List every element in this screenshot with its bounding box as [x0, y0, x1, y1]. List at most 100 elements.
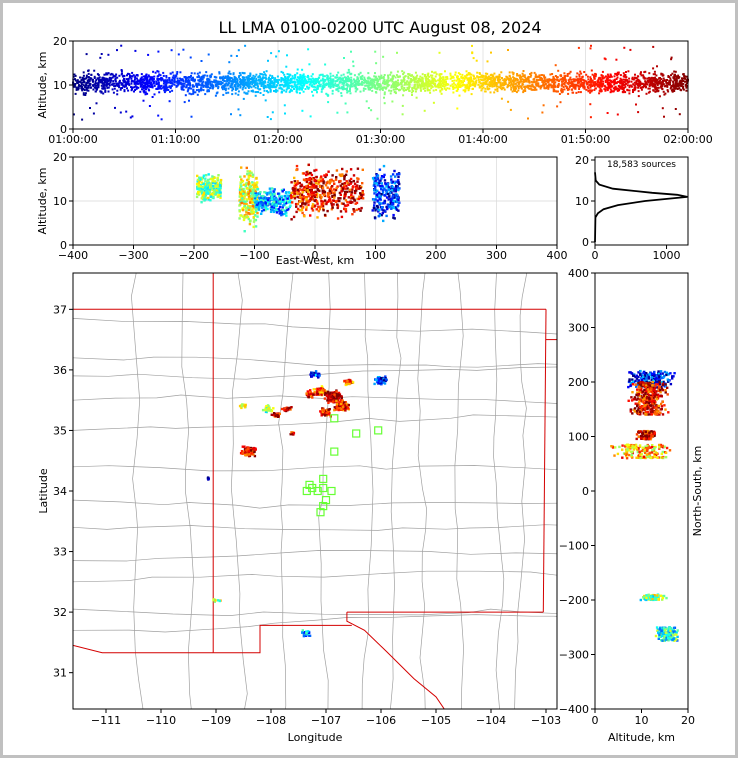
source-point	[457, 72, 460, 75]
source-point	[500, 88, 503, 91]
source-point	[149, 85, 152, 88]
source-point	[493, 81, 496, 84]
source-point	[247, 85, 250, 88]
source-point	[319, 83, 322, 86]
source-point	[456, 78, 459, 80]
source-point	[156, 70, 159, 73]
source-point	[492, 75, 495, 78]
source-point	[256, 188, 260, 191]
source-point	[75, 86, 78, 89]
source-point	[152, 70, 155, 73]
source-point	[291, 75, 294, 78]
source-point	[622, 78, 625, 81]
source-point	[247, 177, 250, 180]
source-point	[439, 84, 442, 87]
source-point	[314, 86, 317, 89]
source-point	[386, 85, 389, 88]
source-point	[632, 91, 634, 93]
source-point	[269, 190, 272, 193]
source-point	[481, 79, 483, 82]
source-point	[340, 202, 344, 205]
source-point	[472, 82, 475, 85]
source-point	[311, 203, 315, 206]
source-point	[248, 171, 251, 175]
source-point	[569, 70, 572, 73]
source-point	[277, 82, 280, 85]
source-point	[552, 77, 555, 80]
source-point	[588, 84, 591, 87]
source-point	[616, 74, 619, 77]
source-point	[194, 79, 196, 82]
source-point	[620, 78, 623, 81]
source-point	[393, 83, 396, 86]
source-point	[242, 192, 245, 196]
source-point	[192, 78, 195, 81]
source-point	[634, 86, 637, 89]
source-point	[321, 86, 324, 89]
source-point	[583, 85, 586, 88]
source-point	[184, 80, 187, 83]
source-point	[235, 87, 237, 90]
source-point	[374, 189, 377, 192]
source-point	[215, 84, 218, 87]
source-point	[169, 82, 172, 85]
source-point	[340, 94, 343, 97]
source-point	[425, 81, 428, 83]
source-point	[354, 90, 357, 93]
source-point	[307, 163, 310, 166]
source-point	[671, 85, 674, 88]
source-point	[111, 76, 114, 79]
source-point	[187, 83, 190, 86]
source-point	[295, 210, 298, 214]
source-point	[467, 89, 470, 92]
source-point	[123, 75, 126, 77]
source-point	[543, 81, 546, 84]
source-point	[335, 74, 338, 77]
source-point	[412, 90, 415, 93]
source-point	[376, 79, 379, 82]
source-point	[162, 85, 165, 88]
source-point	[434, 75, 437, 78]
source-point	[572, 80, 575, 83]
source-point	[285, 65, 288, 68]
source-point	[329, 72, 332, 75]
source-point	[224, 76, 227, 79]
source-point	[205, 83, 208, 86]
source-point	[217, 83, 220, 86]
source-point	[444, 83, 446, 86]
source-point	[288, 79, 291, 82]
source-point	[570, 78, 573, 81]
source-point	[340, 92, 343, 95]
source-point	[335, 169, 339, 172]
source-point	[490, 76, 493, 79]
source-point	[315, 168, 318, 172]
source-point	[243, 214, 246, 217]
source-point	[498, 73, 501, 76]
source-point	[219, 191, 222, 194]
source-point	[269, 193, 272, 196]
source-point	[247, 180, 251, 184]
source-point	[405, 89, 407, 91]
source-point	[77, 88, 80, 91]
source-point	[217, 87, 220, 90]
source-point	[547, 86, 550, 89]
source-point	[594, 87, 597, 90]
source-point	[389, 175, 393, 178]
source-point	[523, 74, 526, 77]
source-point	[251, 196, 254, 199]
source-point	[336, 85, 339, 87]
source-point	[403, 71, 406, 74]
source-point	[382, 82, 384, 85]
source-point	[575, 75, 578, 78]
source-point	[376, 77, 379, 80]
source-point	[593, 89, 596, 91]
source-point	[608, 82, 611, 85]
source-point	[188, 79, 191, 82]
source-point	[661, 81, 664, 84]
source-point	[290, 79, 293, 82]
source-point	[367, 107, 370, 109]
source-point	[399, 88, 402, 91]
source-point	[628, 84, 631, 87]
source-point	[258, 204, 262, 207]
source-point	[371, 198, 375, 201]
